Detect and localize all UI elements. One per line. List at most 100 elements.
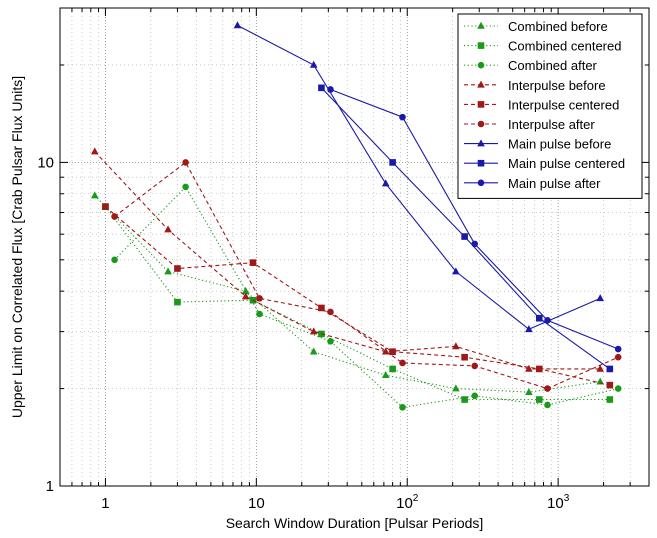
legend-box — [457, 13, 643, 199]
series-line-combined-centered — [104, 206, 610, 401]
data-point-main-pulse-centered — [535, 314, 543, 322]
data-point-interpulse-after — [256, 295, 263, 302]
data-point-combined-centered — [461, 396, 468, 403]
series-line-interpulse-after — [114, 161, 619, 390]
data-point-combined-after — [182, 183, 189, 191]
data-point-main-pulse-after — [399, 113, 406, 121]
data-point-interpulse-before — [164, 225, 172, 233]
data-point-combined-before — [164, 267, 172, 275]
x-axis-title: Search Window Duration [Pulsar Periods] — [226, 515, 484, 531]
legend-label: Main pulse after — [508, 176, 601, 191]
data-point-main-pulse-after — [327, 86, 334, 93]
legend: Combined before Combined centered Combined… — [457, 13, 643, 199]
data-point-interpulse-before — [452, 342, 460, 350]
data-point-interpulse-after — [614, 353, 622, 361]
data-point-interpulse-after — [471, 362, 479, 370]
data-point-main-pulse-centered — [389, 159, 396, 166]
legend-marker-interpulse-before — [477, 80, 485, 88]
series-line-main-pulse-before — [237, 24, 601, 330]
data-point-combined-before — [381, 370, 390, 378]
series-layer — [90, 21, 622, 411]
legend-label: Main pulse before — [508, 137, 611, 152]
data-point-combined-after — [544, 401, 551, 409]
series-main-pulse-before — [233, 21, 605, 333]
data-point-interpulse-centered — [461, 353, 468, 361]
data-point-combined-after — [111, 256, 118, 264]
data-point-main-pulse-before — [233, 21, 242, 29]
series-line-combined-before — [94, 195, 601, 393]
data-point-combined-after — [256, 310, 263, 318]
series-interpulse-centered — [102, 203, 614, 389]
data-point-interpulse-centered — [102, 203, 109, 210]
data-point-main-pulse-before — [309, 60, 318, 68]
data-point-main-pulse-before — [381, 179, 390, 187]
data-point-interpulse-after — [111, 213, 118, 220]
data-point-interpulse-centered — [318, 304, 325, 312]
data-point-combined-before — [309, 347, 318, 355]
data-point-interpulse-before — [241, 292, 250, 300]
legend-label: Interpulse centered — [508, 97, 619, 112]
data-point-interpulse-centered — [606, 381, 614, 389]
series-interpulse-after — [111, 159, 622, 392]
legend-label: Combined before — [508, 19, 608, 34]
data-point-combined-before — [90, 191, 99, 199]
data-point-main-pulse-after — [471, 240, 479, 248]
data-point-combined-centered — [389, 365, 396, 373]
series-line-interpulse-centered — [105, 206, 610, 386]
legend-marker-combined-after — [477, 61, 485, 69]
data-point-combined-before — [525, 387, 533, 395]
data-point-interpulse-centered — [174, 265, 181, 272]
data-point-combined-centered — [174, 298, 181, 306]
data-point-interpulse-centered — [249, 259, 257, 266]
data-point-combined-after — [399, 404, 406, 411]
series-main-pulse-centered — [318, 84, 614, 373]
x-tick-label: 103 — [547, 493, 570, 512]
data-point-main-pulse-before — [596, 294, 605, 302]
series-line-interpulse-before — [94, 151, 601, 370]
series-main-pulse-after — [327, 86, 622, 353]
data-point-interpulse-before — [596, 364, 605, 372]
legend-label: Interpulse before — [508, 78, 606, 93]
data-point-interpulse-after — [544, 385, 551, 392]
data-point-combined-after — [327, 337, 334, 345]
data-point-main-pulse-before — [525, 325, 533, 333]
data-point-main-pulse-centered — [461, 233, 468, 240]
data-point-interpulse-after — [399, 359, 406, 367]
x-tick-label: 10 — [248, 495, 265, 512]
x-tick-label-base: 10 — [248, 495, 265, 512]
data-point-combined-centered — [606, 396, 614, 403]
plot-area-frame — [59, 7, 650, 487]
x-tick-label-exponent: 2 — [413, 493, 419, 504]
y-tick-label: 1 — [46, 478, 54, 495]
data-point-interpulse-after — [327, 308, 334, 316]
data-point-interpulse-before — [525, 364, 533, 372]
data-point-combined-after — [471, 392, 479, 400]
data-point-main-pulse-before — [452, 267, 460, 275]
data-point-combined-before — [241, 286, 250, 294]
series-line-combined-after — [114, 185, 619, 408]
y-axis-title: Upper Limit on Correlated Flux [Crab Pul… — [9, 76, 25, 418]
y-tick-label: 10 — [37, 154, 54, 171]
data-point-combined-centered — [535, 396, 543, 403]
x-tick-label-exponent: 3 — [564, 493, 570, 504]
data-point-combined-before — [452, 384, 460, 392]
x-tick-label: 1 — [101, 495, 109, 512]
data-point-interpulse-centered — [535, 365, 543, 373]
data-point-main-pulse-after — [614, 345, 622, 353]
x-tick-label-base: 1 — [101, 495, 109, 512]
x-tick-label-base: 10 — [396, 495, 413, 512]
legend-label: Interpulse after — [508, 117, 595, 132]
x-tick-label-base: 10 — [547, 495, 564, 512]
legend-marker-interpulse-after — [477, 120, 485, 128]
legend-marker-combined-centered — [477, 42, 485, 49]
data-point-interpulse-after — [182, 159, 189, 166]
legend-marker-main-pulse-after — [477, 179, 485, 187]
legend-label: Combined centered — [508, 39, 621, 54]
legend-marker-interpulse-centered — [477, 101, 485, 108]
data-point-interpulse-before — [90, 147, 99, 155]
data-point-main-pulse-centered — [318, 84, 325, 92]
legend-marker-main-pulse-centered — [477, 159, 485, 167]
data-point-combined-after — [614, 385, 622, 392]
x-tick-label: 102 — [396, 493, 419, 512]
